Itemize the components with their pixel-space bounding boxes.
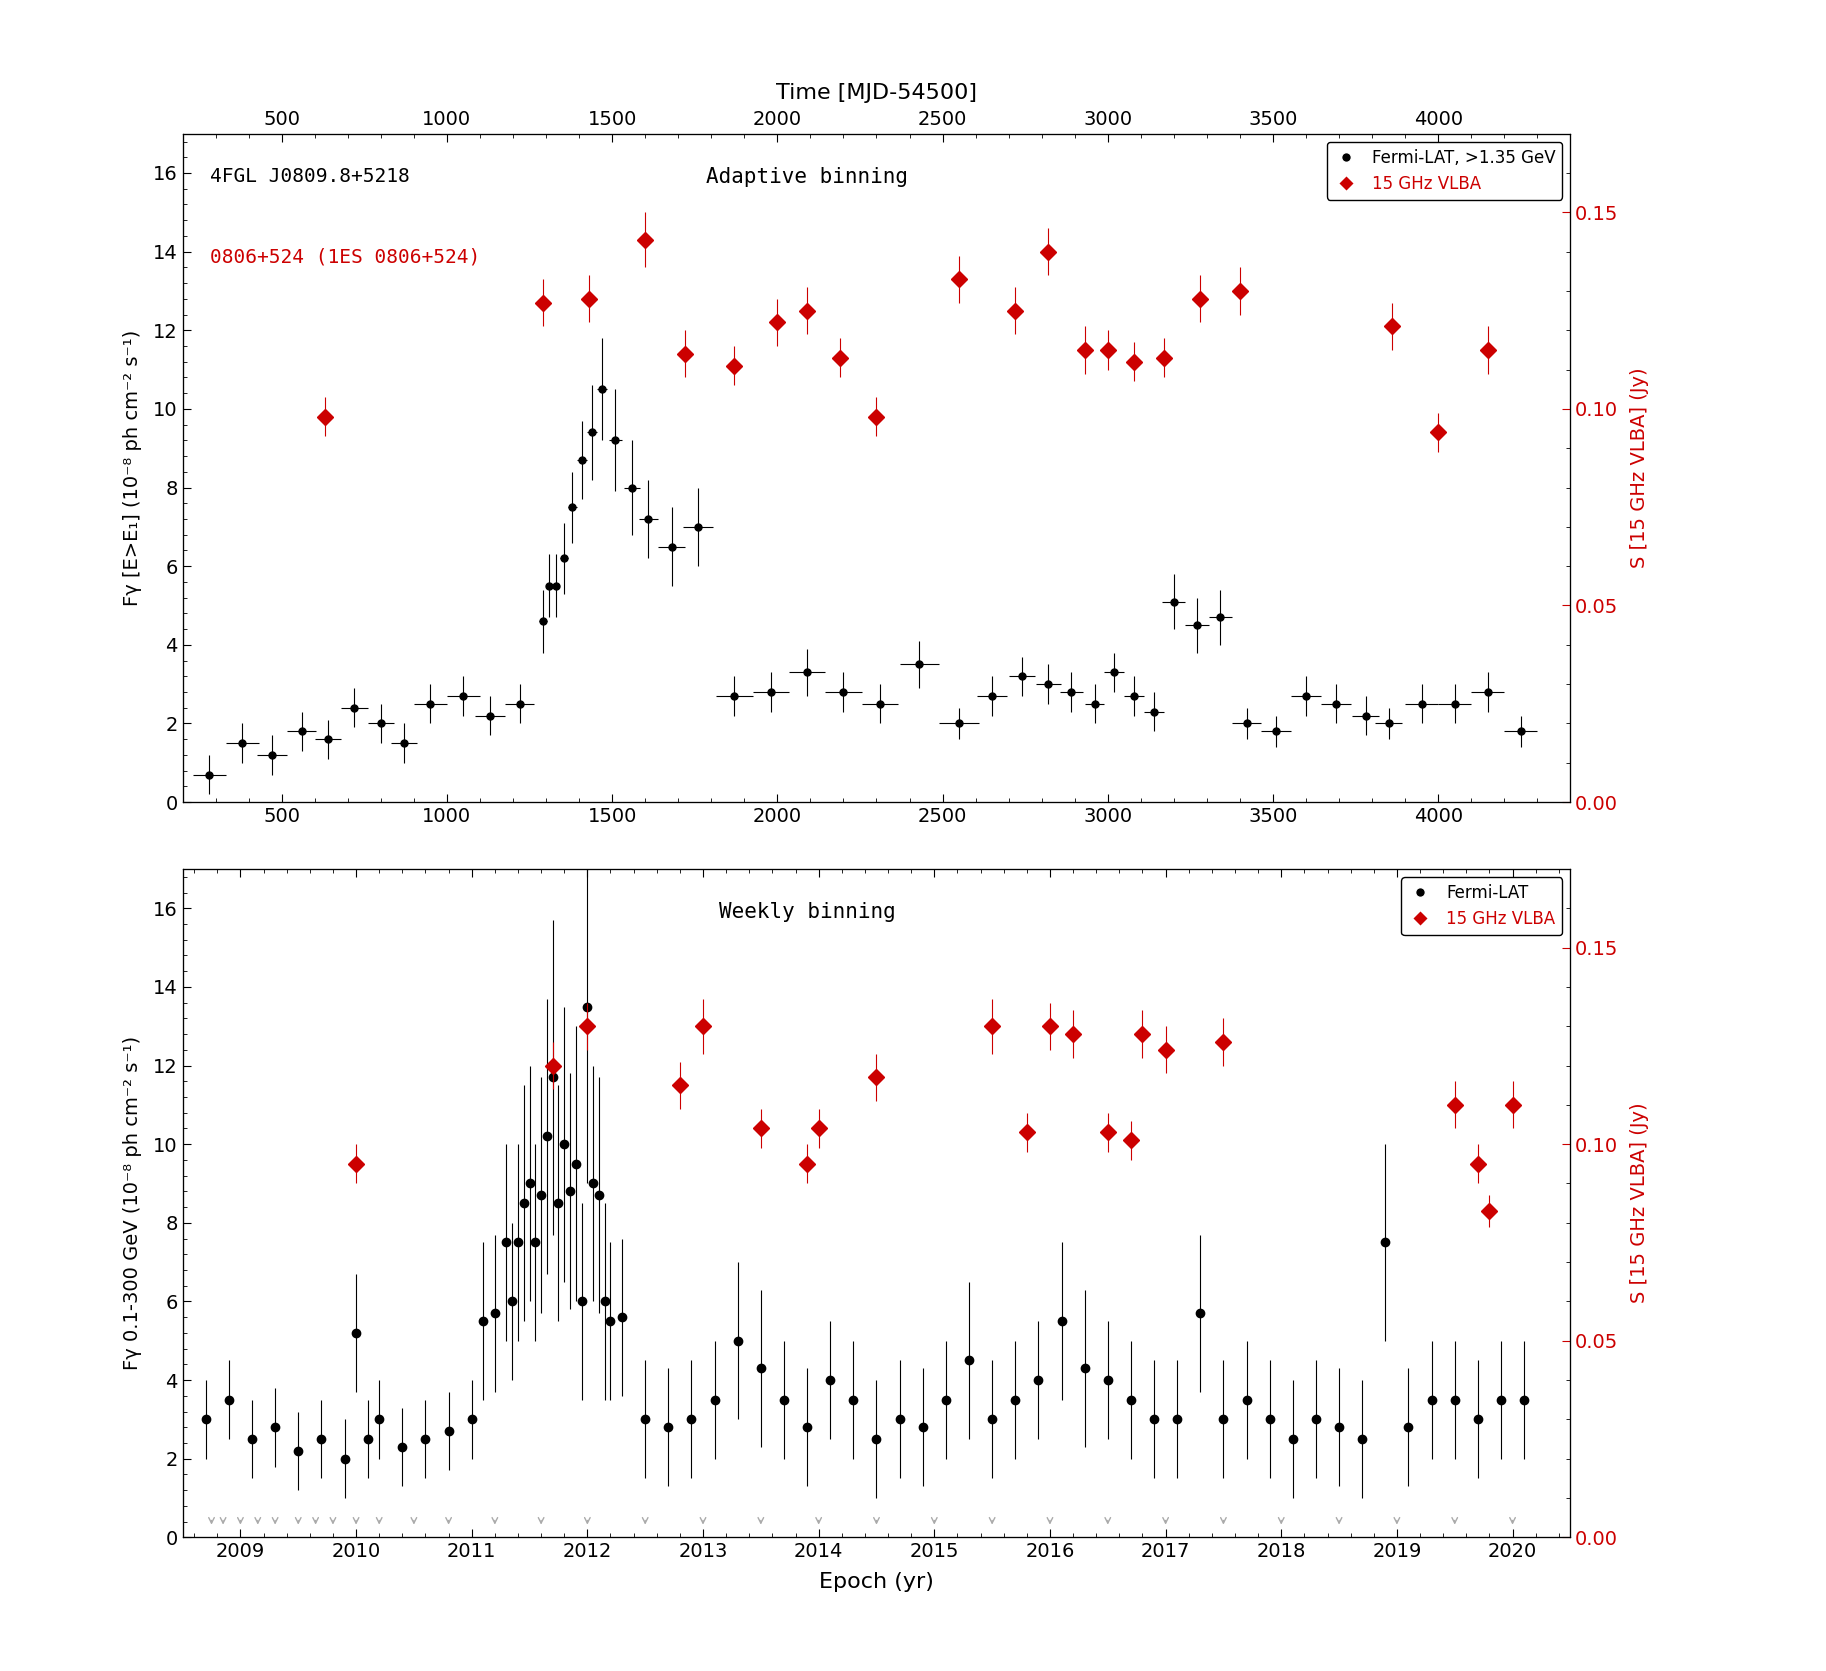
- Text: Weekly binning: Weekly binning: [719, 902, 895, 922]
- Y-axis label: Fγ 0.1-300 GeV (10⁻⁸ ph cm⁻² s⁻¹): Fγ 0.1-300 GeV (10⁻⁸ ph cm⁻² s⁻¹): [122, 1036, 142, 1370]
- X-axis label: Epoch (yr): Epoch (yr): [820, 1572, 933, 1592]
- Y-axis label: S [15 GHz VLBA] (Jy): S [15 GHz VLBA] (Jy): [1631, 368, 1649, 568]
- Text: 0806+524 (1ES 0806+524): 0806+524 (1ES 0806+524): [210, 247, 480, 266]
- Text: 4FGL J0809.8+5218: 4FGL J0809.8+5218: [210, 167, 411, 185]
- Y-axis label: S [15 GHz VLBA] (Jy): S [15 GHz VLBA] (Jy): [1631, 1103, 1649, 1303]
- Y-axis label: Fγ [E>E₁] (10⁻⁸ ph cm⁻² s⁻¹): Fγ [E>E₁] (10⁻⁸ ph cm⁻² s⁻¹): [122, 329, 142, 607]
- Legend: Fermi-LAT, 15 GHz VLBA: Fermi-LAT, 15 GHz VLBA: [1401, 877, 1561, 934]
- Text: Adaptive binning: Adaptive binning: [707, 167, 908, 187]
- X-axis label: Time [MJD-54500]: Time [MJD-54500]: [776, 82, 977, 102]
- Legend: Fermi-LAT, >1.35 GeV, 15 GHz VLBA: Fermi-LAT, >1.35 GeV, 15 GHz VLBA: [1328, 142, 1561, 199]
